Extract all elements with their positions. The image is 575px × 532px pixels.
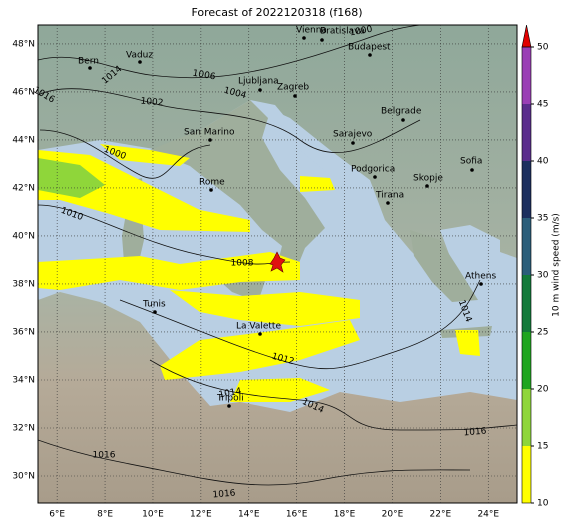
city-label: Rome <box>199 178 225 188</box>
adriatic <box>250 100 360 185</box>
lon-tick-label: 20°E <box>382 510 404 520</box>
city-label: Budapest <box>348 43 391 53</box>
sardinia <box>122 212 144 266</box>
colorbar-tick-label: 50 <box>537 43 549 53</box>
city-dot <box>401 118 405 122</box>
city-label: San Marino <box>184 128 235 138</box>
isobar-label: 1002 <box>140 97 164 109</box>
city-label: Zagreb <box>277 83 309 93</box>
city-label: Podgorica <box>351 165 395 175</box>
colorbar-tick-label: 40 <box>537 157 549 167</box>
lat-tick-label: 34°N <box>12 375 35 385</box>
colorbar-label: 10 m wind speed (m/s) <box>552 213 562 317</box>
lat-tick-label: 48°N <box>12 39 35 49</box>
lat-tick-label: 44°N <box>12 135 35 145</box>
city-label: Vaduz <box>126 51 153 61</box>
city-dot <box>153 310 157 314</box>
city-label: Ljubljana <box>238 77 279 87</box>
isobar-label: 1016 <box>463 426 487 438</box>
city-dot <box>386 201 390 205</box>
city-dot <box>138 60 142 64</box>
colorbar-tick-label: 35 <box>537 214 548 224</box>
colorbar-segment <box>522 446 531 503</box>
city-label: Bratislava <box>320 27 365 37</box>
city-dot <box>479 282 483 286</box>
colorbar-tick-label: 10 <box>537 499 549 509</box>
lat-tick-label: 32°N <box>12 423 35 433</box>
city-dot <box>368 53 372 57</box>
isobar-label: 1000 <box>349 25 374 39</box>
colorbar-tick-label: 20 <box>537 385 549 395</box>
city-dot <box>227 404 231 408</box>
lon-tick-label: 22°E <box>430 510 452 520</box>
lon-tick-label: 10°E <box>142 510 164 520</box>
lat-tick-label: 36°N <box>12 327 35 337</box>
lat-tick-label: 42°N <box>12 183 35 193</box>
colorbar-segment <box>522 161 531 218</box>
city-dot <box>320 38 324 42</box>
city-label: La Valette <box>236 322 281 332</box>
lon-tick-label: 14°E <box>238 510 260 520</box>
city-dot <box>258 332 262 336</box>
colorbar-tick-label: 30 <box>537 271 549 281</box>
lat-tick-label: 38°N <box>12 279 35 289</box>
city-dot <box>425 184 429 188</box>
colorbar-tick-label: 45 <box>537 100 548 110</box>
colorbar-segment <box>522 47 531 104</box>
isobar-label: 1006 <box>192 69 217 83</box>
wind-patch-green <box>38 158 105 198</box>
colorbar-segment <box>522 332 531 389</box>
colorbar-segment <box>522 104 531 161</box>
colorbar-tick-label: 25 <box>537 328 548 338</box>
lon-tick-label: 8°E <box>97 510 113 520</box>
isobar-label: 1008 <box>231 259 254 269</box>
lat-tick-label: 46°N <box>12 87 35 97</box>
city-label: Bern <box>78 57 99 67</box>
city-label: Athens <box>465 272 496 282</box>
lat-tick-label: 30°N <box>12 471 35 481</box>
isobar-label: 1016 <box>212 488 236 500</box>
city-dot <box>373 175 377 179</box>
isobars <box>38 25 517 486</box>
city-label: Tunis <box>142 300 166 310</box>
city-dot <box>351 141 355 145</box>
city-label: Tirana <box>375 191 404 201</box>
colorbar-tick-label: 15 <box>537 442 548 452</box>
city-dot <box>302 36 306 40</box>
city-dot <box>88 66 92 70</box>
city-dot <box>258 88 262 92</box>
city-dot <box>470 168 474 172</box>
lon-tick-label: 16°E <box>286 510 308 520</box>
lon-tick-label: 18°E <box>334 510 356 520</box>
city-label: Skopje <box>413 174 443 184</box>
map-frame <box>37 24 518 504</box>
city-label: Belgrade <box>381 107 422 117</box>
city-label: Tripoli <box>216 394 244 404</box>
lon-tick-label: 12°E <box>190 510 212 520</box>
lat-tick-label: 40°N <box>12 231 35 241</box>
colorbar-segment <box>522 218 531 275</box>
colorbar-segment <box>522 389 531 446</box>
city-dot <box>293 94 297 98</box>
italy <box>150 100 325 280</box>
aegean <box>440 225 500 300</box>
colorbar-segment <box>522 275 531 332</box>
city-dot <box>208 138 212 142</box>
lon-tick-label: 24°E <box>477 510 499 520</box>
city-dot <box>209 188 213 192</box>
lon-tick-label: 6°E <box>49 510 65 520</box>
city-label: Sarajevo <box>333 130 373 140</box>
colorbar-extend <box>521 24 532 48</box>
isobar-label: 1016 <box>93 451 116 461</box>
isobar-label: 1014 <box>218 387 243 401</box>
city-label: Vienna <box>296 26 327 36</box>
forecast-point <box>269 251 286 273</box>
city-label: Sofia <box>460 157 482 167</box>
title: Forecast of 2022120318 (f168) <box>191 6 362 19</box>
